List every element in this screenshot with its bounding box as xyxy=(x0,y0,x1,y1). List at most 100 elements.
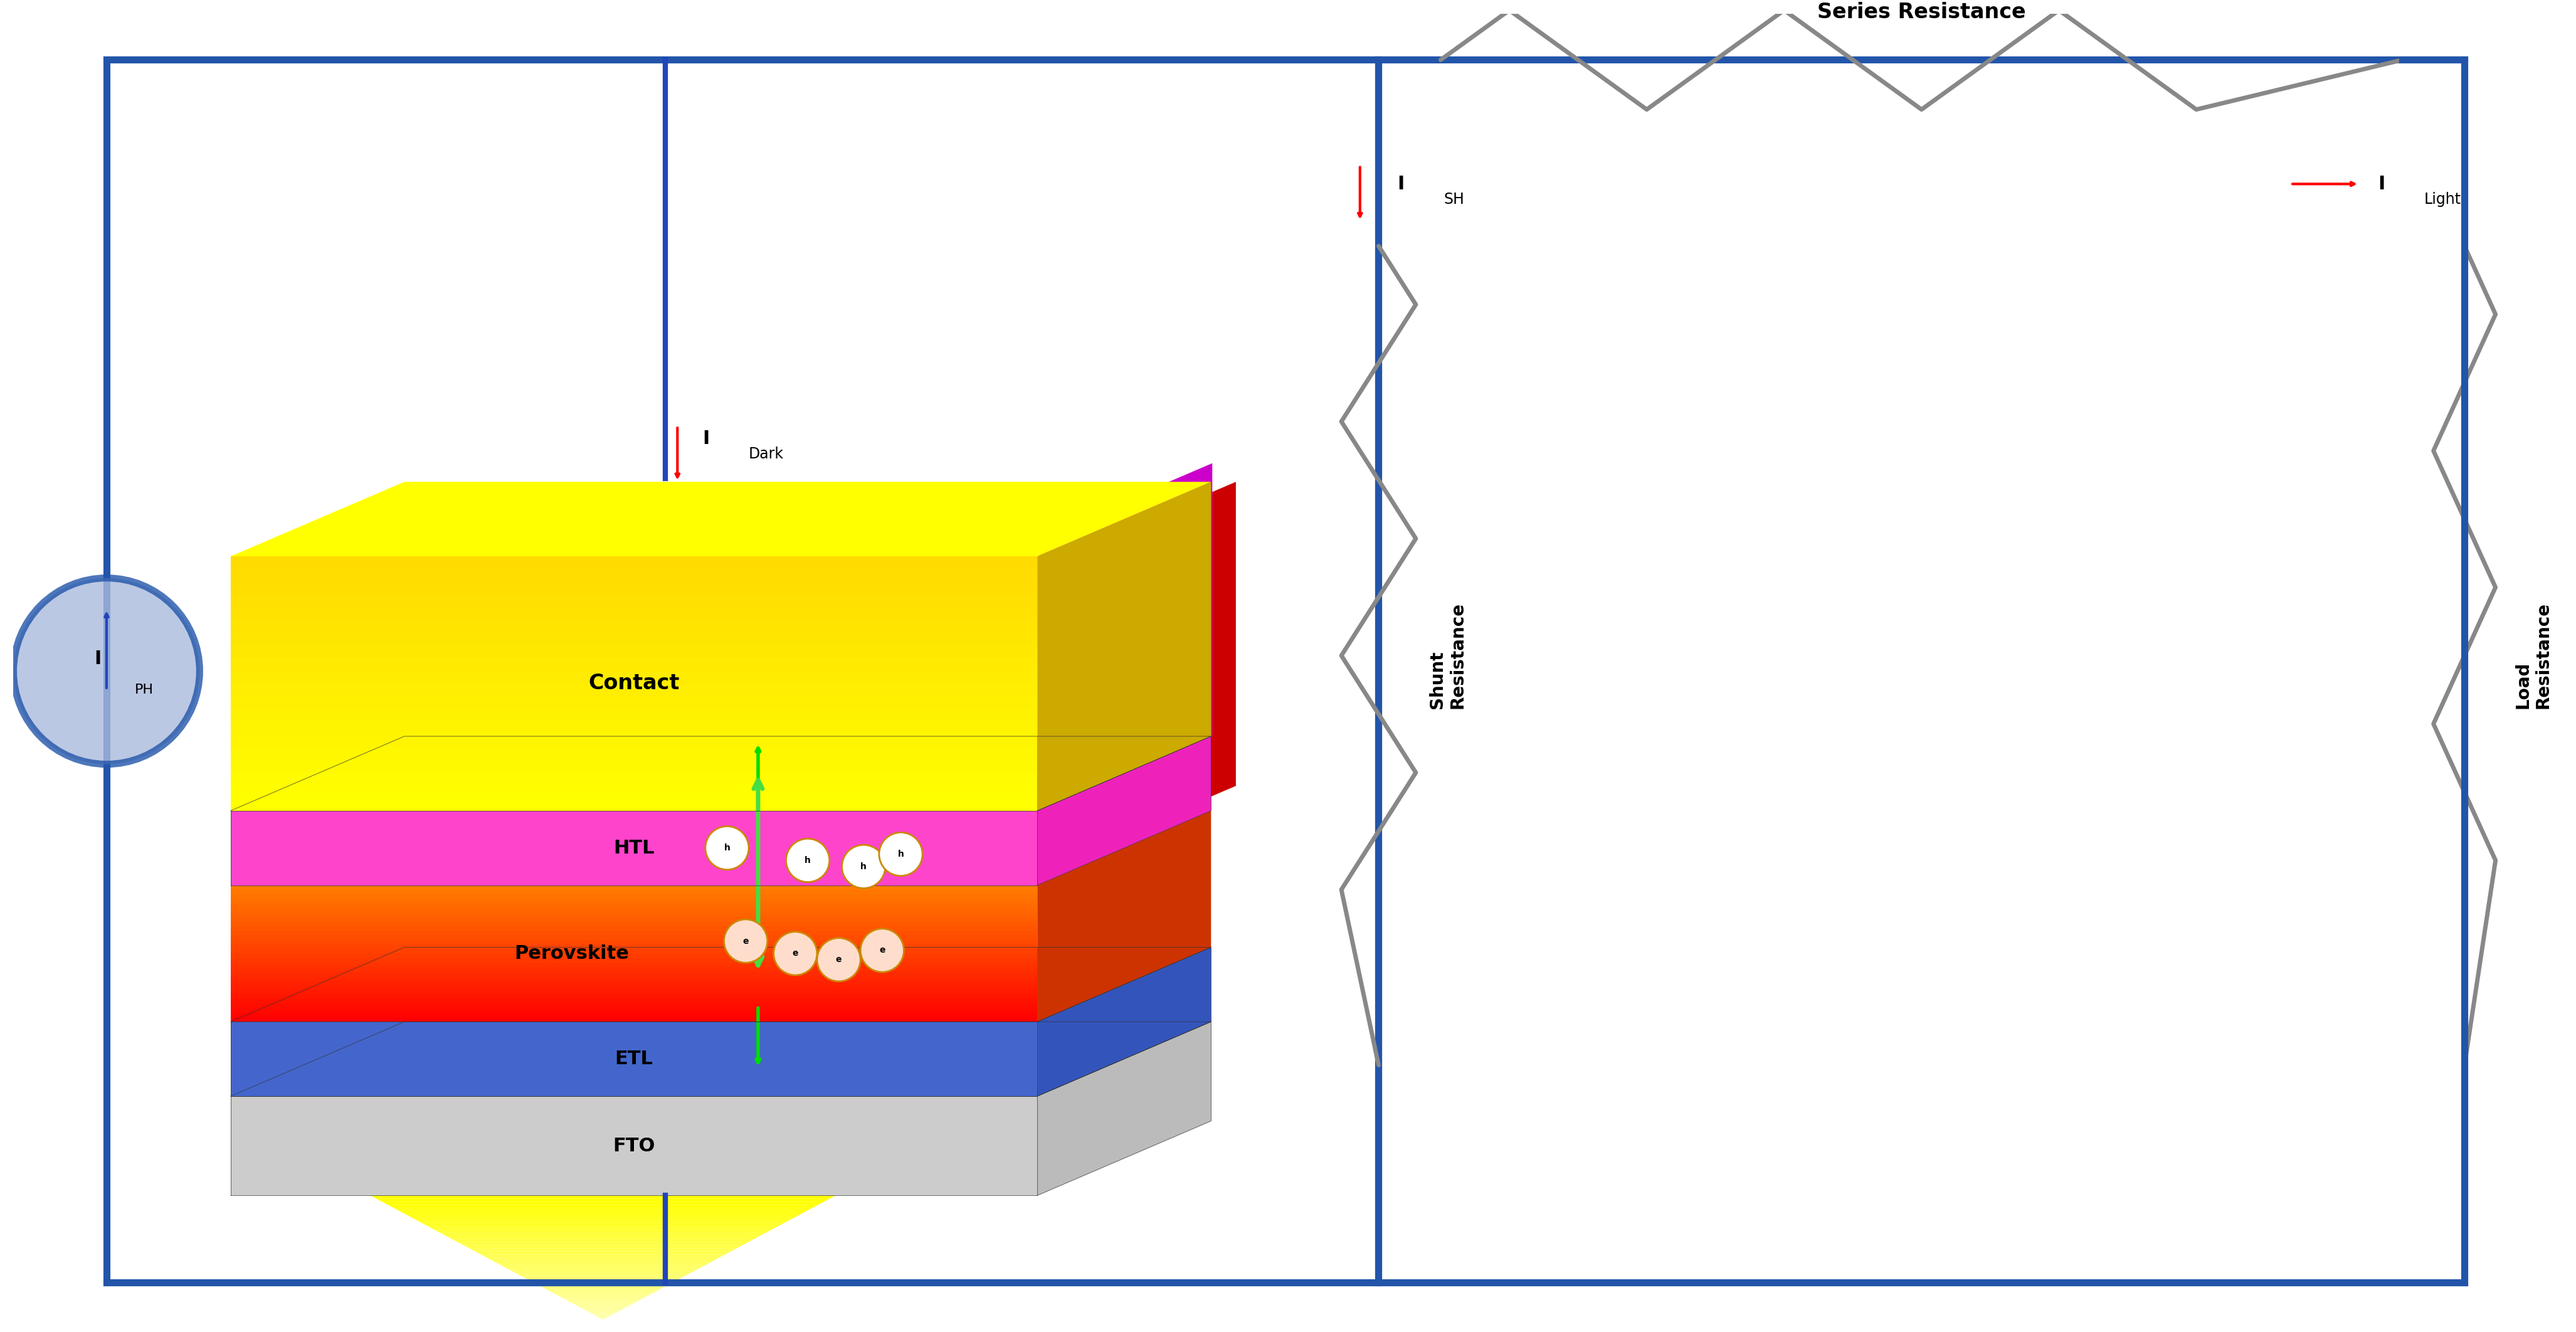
Text: Light: Light xyxy=(2424,192,2460,206)
Polygon shape xyxy=(520,1276,685,1279)
Polygon shape xyxy=(1038,947,1211,1096)
Polygon shape xyxy=(232,737,1211,811)
Text: $\mathbf{I}$: $\mathbf{I}$ xyxy=(1396,174,1404,193)
Polygon shape xyxy=(515,1273,690,1276)
Polygon shape xyxy=(556,1295,649,1297)
Circle shape xyxy=(773,932,817,975)
Text: Dark: Dark xyxy=(750,446,783,461)
Polygon shape xyxy=(232,912,1038,916)
Polygon shape xyxy=(474,1251,732,1255)
Polygon shape xyxy=(598,1316,608,1320)
Polygon shape xyxy=(232,995,1038,999)
Polygon shape xyxy=(232,940,1038,944)
Polygon shape xyxy=(232,954,1038,958)
Polygon shape xyxy=(232,697,1038,709)
Polygon shape xyxy=(232,958,1038,963)
Polygon shape xyxy=(1038,737,1211,886)
Polygon shape xyxy=(232,619,1038,633)
Polygon shape xyxy=(232,886,1038,890)
Polygon shape xyxy=(574,1304,631,1307)
Text: h: h xyxy=(804,856,811,864)
Polygon shape xyxy=(510,1269,696,1273)
Text: h: h xyxy=(896,850,904,859)
Polygon shape xyxy=(492,1260,714,1264)
Polygon shape xyxy=(232,990,1038,995)
Polygon shape xyxy=(232,908,1038,912)
Polygon shape xyxy=(232,963,1038,967)
Polygon shape xyxy=(417,1220,788,1223)
Polygon shape xyxy=(446,1236,760,1239)
Polygon shape xyxy=(232,935,1038,940)
Polygon shape xyxy=(1038,482,1211,811)
Polygon shape xyxy=(232,1003,1038,1008)
Polygon shape xyxy=(451,1239,755,1241)
Polygon shape xyxy=(428,1227,778,1229)
Text: ETL: ETL xyxy=(616,1050,654,1068)
Circle shape xyxy=(878,832,922,876)
Text: $\mathbf{I}$: $\mathbf{I}$ xyxy=(2378,174,2385,193)
Polygon shape xyxy=(232,633,1038,645)
Text: e: e xyxy=(835,955,842,964)
Polygon shape xyxy=(232,786,1038,798)
Polygon shape xyxy=(232,671,1038,683)
Polygon shape xyxy=(232,709,1038,722)
Polygon shape xyxy=(505,1267,701,1269)
Polygon shape xyxy=(232,931,1038,935)
Text: h: h xyxy=(860,862,866,871)
Circle shape xyxy=(786,839,829,882)
Polygon shape xyxy=(592,1313,616,1316)
Circle shape xyxy=(842,844,886,888)
Text: e: e xyxy=(742,936,750,946)
Polygon shape xyxy=(1038,811,1211,1022)
Polygon shape xyxy=(371,1196,835,1199)
Polygon shape xyxy=(232,986,1038,990)
Polygon shape xyxy=(232,594,1038,607)
Polygon shape xyxy=(464,1245,742,1248)
Polygon shape xyxy=(1038,464,1213,811)
Text: h: h xyxy=(724,843,729,852)
Polygon shape xyxy=(412,1217,796,1220)
Polygon shape xyxy=(376,1199,829,1201)
Polygon shape xyxy=(232,1022,1038,1096)
Text: Load
Resistance: Load Resistance xyxy=(2514,602,2553,709)
Polygon shape xyxy=(232,916,1038,922)
Polygon shape xyxy=(232,899,1038,903)
Polygon shape xyxy=(440,1232,765,1236)
Polygon shape xyxy=(232,722,1038,734)
Polygon shape xyxy=(533,1283,672,1285)
Text: Contact: Contact xyxy=(587,673,680,694)
Polygon shape xyxy=(232,922,1038,926)
Text: FTO: FTO xyxy=(613,1136,654,1155)
Polygon shape xyxy=(232,1096,1038,1196)
Polygon shape xyxy=(482,1255,724,1257)
Text: $\mathbf{I}$: $\mathbf{I}$ xyxy=(93,650,100,667)
Polygon shape xyxy=(232,569,1038,582)
Polygon shape xyxy=(232,890,1038,894)
Polygon shape xyxy=(232,582,1038,594)
Polygon shape xyxy=(232,894,1038,899)
Polygon shape xyxy=(394,1208,811,1211)
Text: $\mathbf{I}$: $\mathbf{I}$ xyxy=(703,429,708,448)
Polygon shape xyxy=(562,1297,644,1301)
Polygon shape xyxy=(389,1204,819,1208)
Polygon shape xyxy=(232,747,1038,759)
Polygon shape xyxy=(1061,482,1236,860)
Polygon shape xyxy=(232,811,1211,886)
Text: Perovskite: Perovskite xyxy=(515,944,629,963)
Polygon shape xyxy=(232,926,1038,931)
Polygon shape xyxy=(422,1223,783,1227)
Polygon shape xyxy=(528,1279,677,1283)
Polygon shape xyxy=(232,976,1038,980)
Polygon shape xyxy=(232,482,1211,557)
Polygon shape xyxy=(585,1311,621,1313)
Polygon shape xyxy=(232,811,1038,886)
Polygon shape xyxy=(232,645,1038,658)
Polygon shape xyxy=(469,1248,737,1251)
Polygon shape xyxy=(1038,1022,1211,1196)
Text: e: e xyxy=(793,950,799,958)
Polygon shape xyxy=(459,1241,750,1245)
Circle shape xyxy=(724,919,768,963)
Text: HTL: HTL xyxy=(613,839,654,856)
Polygon shape xyxy=(399,1211,806,1213)
Polygon shape xyxy=(381,1201,824,1204)
